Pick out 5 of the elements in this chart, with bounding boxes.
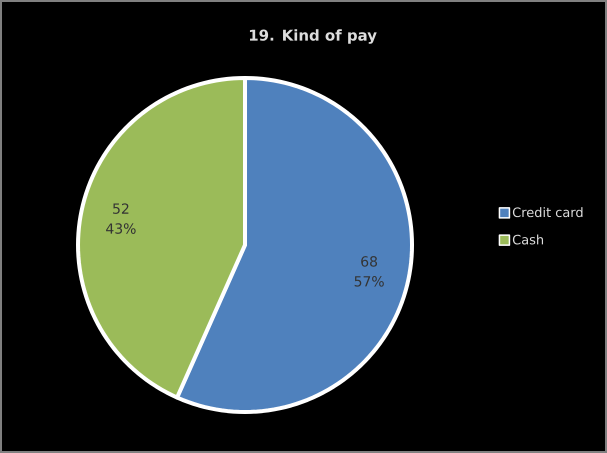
legend-label: Cash <box>512 234 544 244</box>
chart-title: 19. Kind of pay <box>250 29 377 44</box>
data-label: 68 57% <box>354 256 384 287</box>
legend-label: Credit card <box>512 207 582 218</box>
data-label: 52 43% <box>106 203 136 234</box>
